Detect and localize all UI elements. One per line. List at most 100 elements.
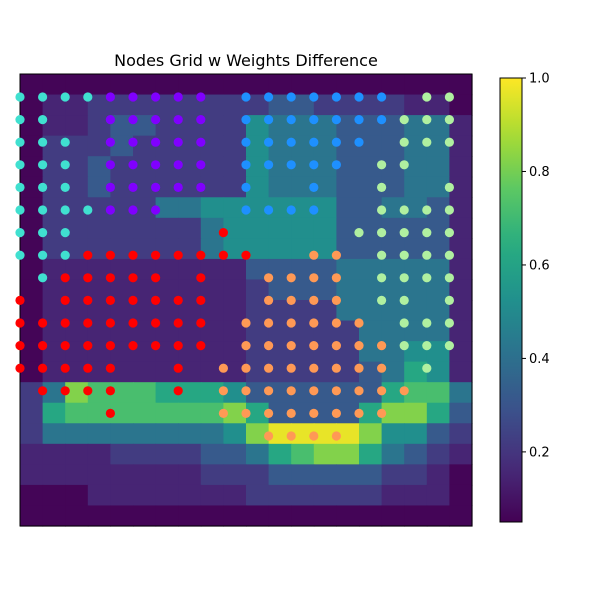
heatmap-cell (426, 505, 450, 527)
heatmap-cell (381, 320, 405, 342)
heatmap-cell (178, 217, 202, 239)
node-point (309, 273, 319, 283)
heatmap-cell (449, 279, 473, 301)
heatmap-cell (336, 505, 360, 527)
heatmap-cell (426, 464, 450, 486)
node-point (83, 318, 93, 328)
heatmap-cell (87, 484, 111, 507)
heatmap-cell (359, 361, 383, 383)
heatmap-cell (42, 279, 66, 301)
heatmap-cell (404, 238, 428, 260)
heatmap-cell (200, 505, 224, 527)
heatmap-cell (223, 258, 247, 281)
heatmap-cell (381, 176, 405, 198)
heatmap-cell (313, 423, 337, 445)
heatmap-cell (449, 197, 473, 219)
node-scatter (15, 92, 454, 441)
heatmap-cell (426, 176, 450, 198)
heatmap-cell (133, 443, 157, 465)
heatmap-cell (200, 156, 224, 178)
node-point (105, 363, 115, 373)
heatmap-cell (178, 279, 202, 301)
heatmap-cell (336, 484, 360, 507)
heatmap-cell (449, 361, 473, 383)
heatmap-cell (336, 74, 360, 96)
heatmap-cell (313, 197, 337, 219)
heatmap-cell (404, 300, 428, 322)
node-point (444, 92, 454, 102)
node-point (331, 431, 341, 441)
heatmap-cell (65, 217, 89, 239)
heatmap-cell (133, 341, 157, 363)
heatmap-cell (246, 505, 270, 527)
node-point (444, 182, 454, 192)
heatmap-cell (426, 258, 450, 281)
heatmap-cell (381, 341, 405, 363)
heatmap-cell (336, 156, 360, 178)
heatmap-cell (449, 505, 473, 527)
heatmap-cell (200, 279, 224, 301)
node-point (444, 115, 454, 125)
heatmap-cell (426, 217, 450, 239)
heatmap-cell (313, 279, 337, 301)
heatmap-cell (223, 423, 247, 445)
node-point (264, 341, 274, 351)
heatmap-cell (291, 197, 315, 219)
heatmap-cell (336, 300, 360, 322)
node-point (422, 137, 432, 147)
heatmap-cell (110, 74, 134, 96)
heatmap-cell (426, 382, 450, 404)
heatmap-cell (268, 443, 292, 465)
heatmap-cell (404, 135, 428, 157)
heatmap-cell (404, 464, 428, 486)
node-point (15, 160, 25, 170)
heatmap-cell (178, 423, 202, 445)
heatmap-cell (87, 135, 111, 157)
heatmap-cell (246, 238, 270, 260)
node-point (264, 431, 274, 441)
node-point (173, 386, 183, 396)
heatmap-cell (133, 197, 157, 219)
heatmap-cell (42, 320, 66, 342)
node-point (444, 137, 454, 147)
node-point (309, 115, 319, 125)
heatmap-cell (42, 94, 66, 116)
node-point (60, 250, 70, 260)
heatmap-cell (155, 341, 179, 363)
colorbar-tick-label: 0.8 (529, 165, 550, 180)
heatmap-cell (110, 300, 134, 322)
heatmap-cell (246, 279, 270, 301)
heatmap-cell (20, 238, 44, 260)
heatmap-cell (155, 258, 179, 281)
heatmap-cell (268, 464, 292, 486)
heatmap-cell (200, 361, 224, 383)
node-point (354, 228, 364, 238)
heatmap-cell (291, 238, 315, 260)
heatmap-cell (87, 115, 111, 137)
heatmap-cell (87, 402, 111, 424)
heatmap-cell (381, 300, 405, 322)
node-point (331, 137, 341, 147)
heatmap-cell (65, 279, 89, 301)
heatmap-cell (426, 320, 450, 342)
node-point (331, 160, 341, 170)
heatmap-cell (133, 484, 157, 507)
heatmap-cell (178, 341, 202, 363)
heatmap-cell (178, 135, 202, 157)
node-point (286, 341, 296, 351)
node-point (286, 160, 296, 170)
heatmap-cell (133, 135, 157, 157)
node-point (241, 386, 251, 396)
node-point (173, 341, 183, 351)
heatmap-cell (223, 156, 247, 178)
heatmap-cell (200, 135, 224, 157)
heatmap-cell (313, 464, 337, 486)
heatmap-cell (449, 484, 473, 507)
node-point (264, 408, 274, 418)
heatmap-cell (426, 238, 450, 260)
heatmap-cell (246, 94, 270, 116)
heatmap-cell (381, 156, 405, 178)
heatmap-cell (178, 300, 202, 322)
node-point (60, 160, 70, 170)
